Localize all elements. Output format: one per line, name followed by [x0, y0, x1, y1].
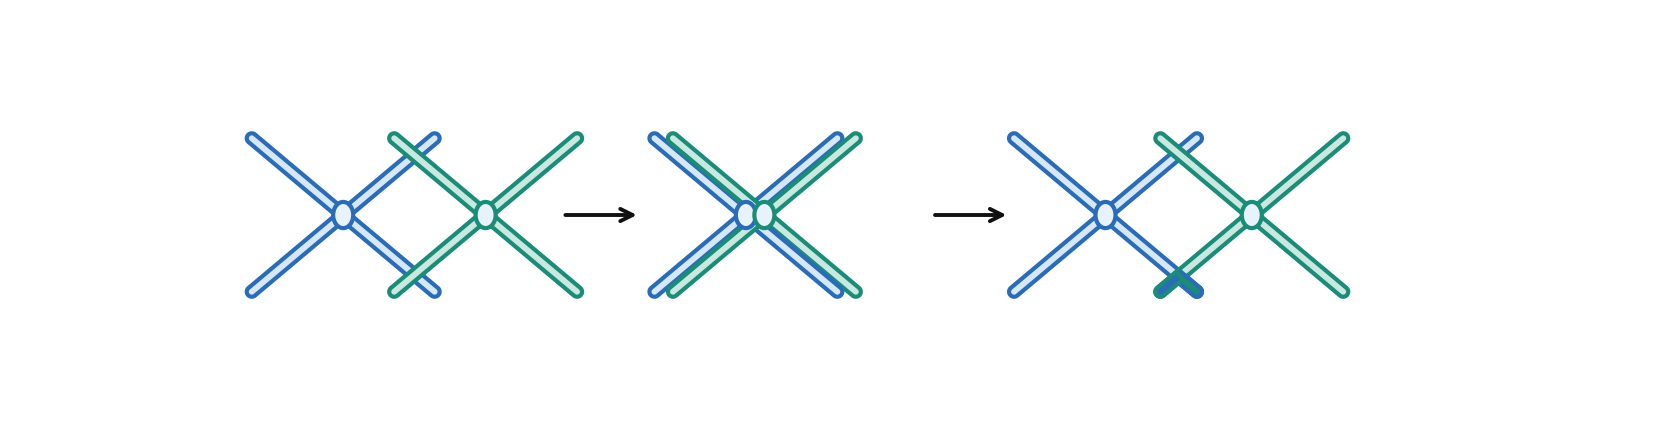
Polygon shape: [339, 133, 439, 219]
Polygon shape: [1102, 133, 1201, 219]
Polygon shape: [1008, 133, 1108, 219]
Polygon shape: [1008, 211, 1108, 297]
Polygon shape: [1155, 272, 1181, 297]
Polygon shape: [389, 133, 489, 219]
Polygon shape: [1248, 211, 1348, 297]
Polygon shape: [667, 211, 767, 297]
Ellipse shape: [735, 202, 755, 228]
Polygon shape: [667, 133, 767, 219]
Polygon shape: [339, 211, 439, 297]
Polygon shape: [742, 211, 842, 297]
Ellipse shape: [1241, 202, 1261, 228]
Polygon shape: [649, 133, 749, 219]
Polygon shape: [760, 211, 860, 297]
Ellipse shape: [333, 202, 353, 228]
Polygon shape: [246, 211, 346, 297]
Polygon shape: [760, 133, 860, 219]
Polygon shape: [389, 211, 489, 297]
Polygon shape: [742, 133, 842, 219]
Polygon shape: [649, 211, 749, 297]
Polygon shape: [483, 133, 582, 219]
Polygon shape: [1102, 211, 1201, 297]
Polygon shape: [1155, 211, 1255, 297]
Polygon shape: [1155, 133, 1255, 219]
Ellipse shape: [1095, 202, 1115, 228]
Ellipse shape: [476, 202, 496, 228]
Polygon shape: [483, 211, 582, 297]
Ellipse shape: [754, 202, 774, 228]
Polygon shape: [246, 133, 346, 219]
Polygon shape: [1248, 133, 1348, 219]
Polygon shape: [1173, 272, 1201, 297]
